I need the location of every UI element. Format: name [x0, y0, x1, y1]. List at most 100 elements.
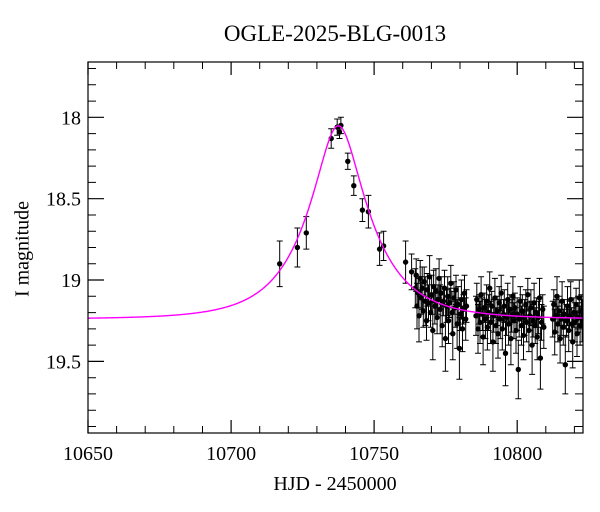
data-point	[294, 244, 301, 251]
data-point	[351, 183, 357, 189]
data-point	[435, 296, 441, 303]
data-point	[482, 316, 489, 322]
data-point	[520, 332, 527, 339]
data-point	[450, 331, 456, 337]
data-point	[555, 321, 561, 327]
y-tick-label: 18.5	[46, 189, 81, 211]
chart-title: OGLE-2025-BLG-0013	[224, 21, 446, 46]
data-point	[551, 301, 557, 308]
data-point	[579, 318, 583, 324]
data-point	[475, 326, 481, 332]
data-point	[566, 327, 572, 334]
plot-frame	[87, 61, 584, 434]
data-point	[478, 292, 484, 298]
data-point	[490, 339, 496, 345]
data-point	[517, 298, 523, 304]
data-point	[502, 350, 509, 356]
data-point	[510, 293, 516, 299]
data-point	[359, 207, 366, 213]
data-layer	[88, 116, 583, 400]
data-point	[454, 321, 460, 327]
data-point	[417, 275, 423, 282]
data-point	[494, 308, 500, 314]
data-point	[508, 335, 514, 342]
data-point	[501, 303, 507, 309]
data-point	[402, 259, 409, 265]
data-point	[434, 314, 440, 321]
data-point	[528, 305, 534, 311]
data-point	[515, 366, 521, 373]
data-point	[418, 295, 424, 301]
data-point	[474, 296, 480, 303]
data-point	[376, 246, 383, 252]
data-point	[453, 287, 459, 293]
major-ticks	[87, 62, 583, 433]
data-point	[562, 362, 568, 368]
data-point	[477, 319, 483, 326]
data-point	[424, 287, 430, 293]
data-point	[456, 345, 463, 352]
data-point	[455, 301, 461, 308]
data-point	[571, 309, 577, 316]
data-point	[480, 334, 486, 340]
data-point	[492, 295, 498, 301]
data-point	[499, 326, 505, 332]
data-point	[511, 318, 517, 324]
data-point	[448, 280, 454, 286]
data-point	[570, 339, 576, 345]
data-point	[527, 313, 533, 319]
data-point	[447, 300, 453, 306]
data-point	[442, 335, 449, 342]
data-point	[505, 321, 512, 327]
data-point	[439, 322, 445, 329]
data-point	[523, 301, 529, 308]
data-point	[440, 298, 447, 304]
data-point	[537, 355, 544, 361]
data-point	[496, 300, 502, 306]
data-point	[530, 318, 536, 324]
data-point	[533, 309, 540, 316]
data-point	[458, 296, 465, 303]
data-point	[473, 313, 479, 319]
data-point	[423, 318, 430, 324]
data-point	[573, 301, 579, 308]
data-point	[525, 292, 531, 298]
data-point	[498, 290, 504, 296]
data-point	[519, 308, 525, 314]
data-point	[554, 293, 560, 299]
data-point	[495, 331, 501, 337]
data-point	[505, 296, 511, 303]
data-point	[451, 295, 457, 301]
y-tick-label: 18	[61, 107, 81, 129]
minor-ticks	[88, 62, 583, 433]
data-point	[425, 300, 432, 306]
data-point	[421, 279, 427, 285]
data-point	[560, 324, 566, 330]
data-point	[540, 306, 546, 312]
data-point	[427, 309, 434, 316]
data-point	[459, 326, 466, 332]
data-point	[538, 319, 545, 326]
data-point	[552, 329, 558, 335]
data-point	[408, 269, 415, 275]
data-point	[303, 230, 309, 236]
data-point	[345, 158, 351, 164]
data-point	[564, 303, 571, 309]
data-point	[493, 322, 499, 329]
data-point	[541, 324, 547, 330]
data-point	[529, 342, 535, 348]
data-point	[457, 311, 463, 317]
x-tick-label: 10650	[63, 443, 113, 465]
data-point	[449, 309, 455, 316]
data-point	[419, 285, 425, 291]
data-point	[526, 327, 532, 334]
data-point	[561, 311, 568, 317]
data-point	[336, 129, 343, 135]
data-point	[461, 290, 468, 296]
data-point	[463, 303, 470, 309]
data-point	[445, 293, 451, 299]
data-point	[420, 308, 426, 314]
x-axis-label: HJD - 2450000	[273, 473, 396, 495]
data-point	[531, 300, 537, 306]
data-point	[483, 298, 490, 304]
